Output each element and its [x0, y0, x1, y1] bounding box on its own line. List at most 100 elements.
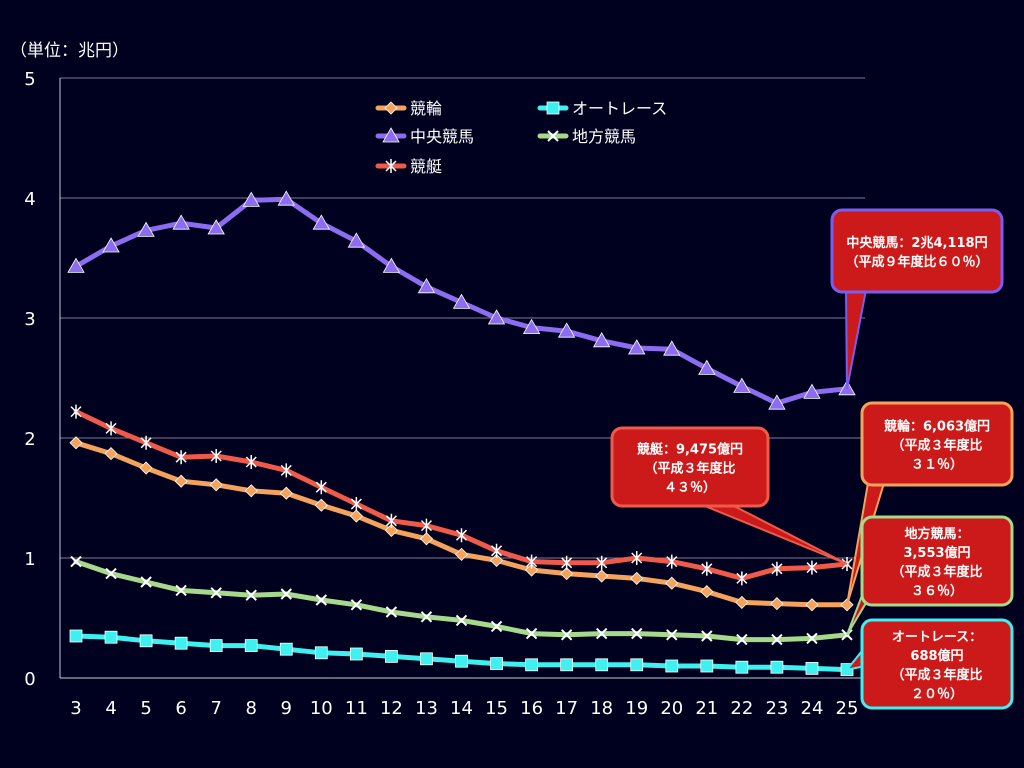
point-keirin-17: [560, 567, 574, 581]
point-keirin-23: [770, 597, 784, 611]
series-kyotei: [70, 404, 853, 586]
point-auto_race-15: [490, 657, 503, 670]
point-chuo_keiba-21: [698, 359, 716, 375]
point-keirin-7: [209, 478, 223, 492]
legend-item-kyotei: 競艇: [375, 157, 442, 176]
x-tick-label-23: 23: [765, 698, 788, 719]
point-kyotei-23: [771, 561, 783, 576]
legend-label-auto_race: オートレース: [572, 99, 667, 118]
x-tick-label-12: 12: [380, 698, 403, 719]
point-chiho_keiba-14: [455, 614, 468, 627]
x-tick-label-13: 13: [415, 698, 438, 719]
point-keirin-12: [384, 523, 398, 537]
y-tick-label-4: 4: [24, 189, 35, 210]
callout-keirin: 競輪：6,063億円（平成３年度比３１％）: [860, 401, 1014, 487]
point-auto_race-8: [244, 639, 258, 652]
x-tick-label-7: 7: [210, 698, 221, 719]
point-keirin-18: [595, 569, 609, 583]
point-chuo_keiba-24: [803, 383, 821, 399]
series-auto_race: [69, 629, 854, 676]
point-keirin-9: [279, 486, 293, 500]
legend-item-chiho_keiba: 地方競馬: [537, 127, 636, 146]
point-chuo_keiba-12: [382, 257, 401, 273]
point-chuo_keiba-10: [312, 214, 331, 230]
callout-box-kyotei: [610, 426, 770, 508]
point-chuo_keiba-17: [557, 322, 576, 338]
x-tick-label-17: 17: [555, 698, 578, 719]
point-kyotei-20: [666, 554, 678, 569]
point-chiho_keiba-23: [771, 633, 783, 646]
x-tick-label-4: 4: [105, 698, 116, 719]
legend-label-chuo_keiba: 中央競馬: [410, 127, 474, 146]
point-auto_race-9: [279, 642, 293, 656]
point-keirin-8: [244, 484, 258, 498]
point-keirin-5: [139, 461, 153, 475]
point-kyotei-22: [736, 571, 748, 586]
point-chuo_keiba-9: [277, 190, 295, 206]
point-chiho_keiba-15: [490, 620, 503, 633]
point-auto_race-14: [455, 654, 468, 668]
point-kyotei-13: [420, 518, 432, 533]
series-chiho_keiba: [70, 555, 853, 646]
x-tick-label-21: 21: [695, 698, 718, 719]
legend-item-chuo_keiba: 中央競馬: [375, 127, 474, 146]
callout-chuo_keiba: 中央競馬：2兆4,118円（平成９年度比６０％）: [830, 208, 1004, 294]
point-chiho_keiba-22: [736, 633, 748, 646]
x-tick-label-11: 11: [345, 698, 368, 719]
point-kyotei-12: [385, 513, 397, 528]
legend-label-chiho_keiba: 地方競馬: [572, 127, 636, 146]
point-chuo_keiba-7: [207, 219, 225, 235]
point-chuo_keiba-4: [102, 237, 120, 253]
point-auto_race-3: [69, 629, 83, 643]
point-chuo_keiba-23: [768, 394, 786, 410]
point-auto_race-13: [420, 652, 433, 666]
legend-marker-auto_race: [546, 101, 560, 115]
point-auto_race-17: [560, 658, 574, 672]
x-tick-label-18: 18: [590, 698, 613, 719]
callout-box-chuo_keiba: [830, 208, 1004, 294]
point-keirin-14: [454, 547, 469, 561]
callout-text-chiho_keiba: 地方競馬： 3,553億円（平成３年度比３６％）: [891, 526, 982, 599]
point-chiho_keiba-6: [175, 584, 187, 597]
x-tick-label-8: 8: [246, 698, 257, 719]
point-auto_race-7: [209, 639, 223, 652]
point-keirin-6: [174, 474, 188, 488]
point-chiho_keiba-16: [525, 627, 538, 640]
point-auto_race-5: [139, 634, 153, 648]
legend-item-keirin: 競輪: [375, 99, 442, 118]
point-kyotei-4: [105, 421, 117, 436]
point-chuo_keiba-5: [137, 221, 155, 237]
point-keirin-13: [419, 532, 434, 546]
x-tick-label-3: 3: [70, 698, 81, 719]
point-chuo_keiba-18: [592, 331, 611, 348]
point-chiho_keiba-12: [385, 606, 398, 618]
x-tick-label-15: 15: [485, 698, 508, 719]
y-tick-label-2: 2: [24, 429, 35, 450]
point-chiho_keiba-21: [701, 630, 713, 642]
point-auto_race-4: [104, 630, 118, 644]
series-chuo_keiba: [67, 190, 856, 410]
point-kyotei-18: [596, 555, 608, 570]
point-keirin-22: [735, 595, 749, 609]
point-chiho_keiba-18: [595, 627, 608, 640]
point-keirin-3: [69, 436, 83, 450]
point-chiho_keiba-11: [350, 599, 363, 611]
callout-pointer-kyotei: [699, 503, 848, 565]
point-auto_race-11: [349, 647, 363, 661]
point-keirin-16: [525, 563, 539, 577]
callout-kyotei: 競艇：9,475億円（平成３年度比４３％）: [610, 426, 770, 508]
point-keirin-19: [630, 571, 644, 585]
point-keirin-4: [104, 447, 118, 461]
legend-marker-chuo_keiba: [382, 127, 400, 143]
callout-chiho_keiba: 地方競馬： 3,553億円（平成３年度比３６％）: [860, 515, 1014, 607]
point-chuo_keiba-6: [172, 214, 190, 230]
point-kyotei-11: [350, 497, 362, 511]
point-chiho_keiba-20: [666, 629, 678, 641]
callout-box-chiho_keiba: [860, 515, 1014, 607]
point-chuo_keiba-3: [67, 257, 85, 273]
point-kyotei-6: [175, 450, 187, 465]
point-kyotei-21: [701, 561, 713, 576]
point-auto_race-24: [805, 662, 819, 675]
point-kyotei-9: [280, 463, 292, 478]
x-tick-label-20: 20: [660, 698, 683, 719]
